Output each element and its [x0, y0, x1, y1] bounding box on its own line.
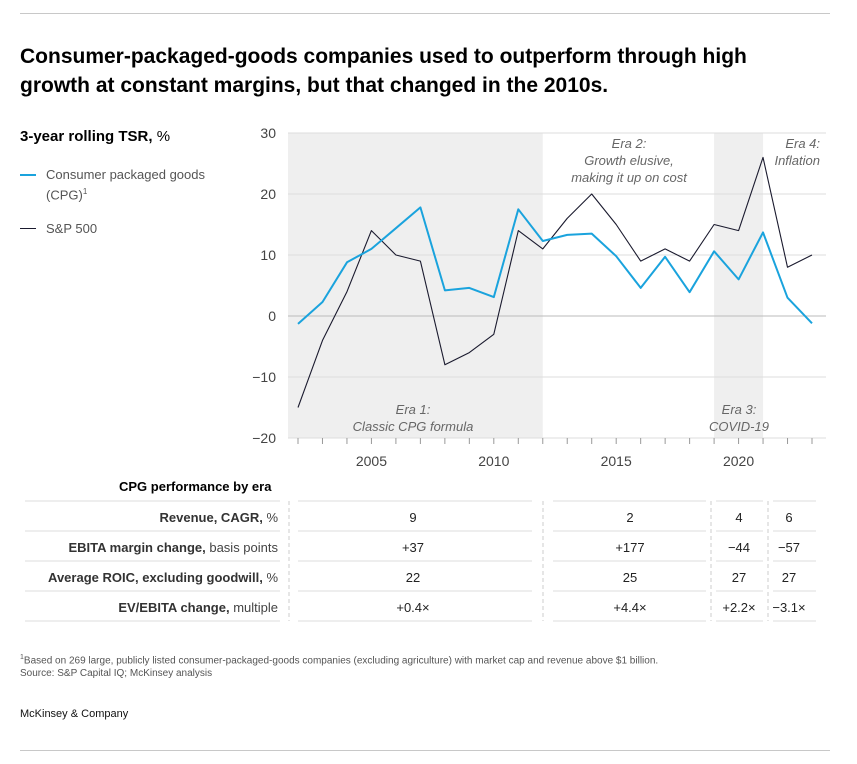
legend-label-sp500: S&P 500 — [46, 221, 98, 236]
table-row-label-unit: basis points — [205, 540, 278, 555]
top-rule — [20, 13, 830, 14]
table-row-label-bold: Average ROIC, excluding goodwill, — [48, 570, 263, 585]
legend-item-cpg: Consumer packaged goods (CPG)1 — [20, 166, 206, 203]
annotation-era3-text: COVID-19 — [709, 419, 769, 434]
table-cell-era3: 27 — [731, 570, 747, 585]
table-row-label-bold: Revenue, CAGR, — [159, 510, 263, 525]
legend-footnote-marker: 1 — [82, 187, 88, 196]
annotation-era3-title: Era 3: — [722, 402, 757, 417]
annotation-era4-title: Era 4: — [785, 136, 820, 151]
table-title: CPG performance by era — [119, 479, 272, 494]
footnote: 1Based on 269 large, publicly listed con… — [20, 651, 840, 680]
table-row: Revenue, CAGR, % 9 2 4 6 — [0, 502, 857, 532]
legend-swatch-cpg — [20, 174, 36, 176]
legend-item-sp500: S&P 500 — [20, 220, 206, 237]
y-tick-label: −20 — [252, 430, 276, 446]
table-cell-era3: −44 — [727, 540, 751, 555]
series-line-cpg — [297, 206, 813, 325]
table-row-label: Revenue, CAGR, % — [160, 510, 278, 525]
y-tick-label: 30 — [260, 125, 276, 141]
table-cell-era4: −3.1× — [772, 600, 806, 615]
table-row-label: Average ROIC, excluding goodwill, % — [48, 570, 278, 585]
table-row-label-bold: EBITA margin change, — [68, 540, 206, 555]
chart-title: Consumer-packaged-goods companies used t… — [20, 45, 747, 97]
bottom-rule — [20, 750, 830, 751]
table-cell-era4: 27 — [781, 570, 797, 585]
x-tick-label: 2010 — [478, 453, 509, 469]
table-cell-era2: 2 — [626, 510, 634, 525]
table-row-label-unit: multiple — [229, 600, 278, 615]
table-row-label-unit: % — [262, 570, 278, 585]
legend-swatch-sp500 — [20, 228, 36, 229]
table-row: Average ROIC, excluding goodwill, % 22 25 2… — [0, 562, 857, 592]
x-tick-label: 2015 — [601, 453, 632, 469]
legend-label-cpg: Consumer packaged goods (CPG) — [46, 167, 205, 203]
x-tick-label: 2020 — [723, 453, 754, 469]
y-axis-label-unit: % — [152, 128, 171, 145]
footnote-marker: 1 — [20, 654, 24, 661]
y-tick-label: 10 — [260, 247, 276, 263]
table-dividers — [25, 500, 816, 622]
table-cell-era1: +37 — [401, 540, 425, 555]
annotation-era4-text: Inflation — [774, 153, 820, 168]
annotation-era2-text: Growth elusive, — [584, 153, 674, 168]
table-cell-era2: 25 — [622, 570, 638, 585]
annotation-era1-text: Classic CPG formula — [353, 419, 474, 434]
y-axis-label: 3-year rolling TSR, % — [20, 128, 170, 145]
annotation-era2-title: Era 2: — [612, 136, 647, 151]
table-row-label-bold: EV/EBITA change, — [118, 600, 230, 615]
table-row: EBITA margin change, basis points +37 +177… — [0, 532, 857, 562]
x-tick-label: 2005 — [356, 453, 387, 469]
table-cell-era2: +177 — [615, 540, 645, 555]
table-cell-era3: +2.2× — [722, 600, 756, 615]
table-row: EV/EBITA change, multiple +0.4× +4.4× +2.2×… — [0, 592, 857, 622]
y-tick-label: 20 — [260, 186, 276, 202]
table-cell-era2: +4.4× — [613, 600, 647, 615]
table-cell-era4: −57 — [777, 540, 801, 555]
table-cell-era3: 4 — [735, 510, 743, 525]
source-text: Source: S&P Capital IQ; McKinsey analysi… — [20, 668, 213, 680]
brand-name: McKinsey & Company — [20, 708, 129, 720]
table-row-label-unit: % — [262, 510, 278, 525]
annotation-era1-title: Era 1: — [396, 402, 431, 417]
table-cell-era4: 6 — [785, 510, 793, 525]
table-cell-era1: 22 — [405, 570, 421, 585]
table-cell-era1: 9 — [409, 510, 417, 525]
era-shading-2 — [714, 133, 764, 438]
y-tick-label: 0 — [268, 308, 276, 324]
table-row-label: EBITA margin change, basis points — [68, 540, 278, 555]
footnote-text: Based on 269 large, publicly listed cons… — [23, 655, 659, 667]
y-tick-label: −10 — [252, 369, 276, 385]
y-axis-label-bold: 3-year rolling TSR, — [20, 128, 153, 145]
table-cell-era1: +0.4× — [396, 600, 430, 615]
series-line-sp500 — [297, 156, 813, 408]
table-row-label: EV/EBITA change, multiple — [118, 600, 278, 615]
annotation-era2-text: making it up on cost — [571, 170, 688, 185]
era-shading-1 — [288, 133, 543, 438]
